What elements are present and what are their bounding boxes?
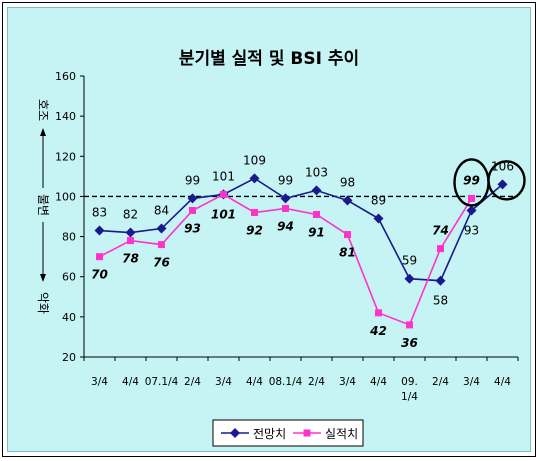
- chart-frame: 분기별 실적 및 BSI 추이 20 40 60 80 100 120 140 160 3/4 4…: [2, 2, 536, 457]
- highlight-circle: [487, 160, 526, 201]
- actual-label: 42: [369, 324, 387, 338]
- forecast-label: 59: [402, 254, 417, 268]
- forecast-point: [466, 205, 477, 216]
- actual-label: 81: [339, 246, 356, 260]
- y-tick-label: 140: [55, 110, 76, 123]
- arrow-up-icon: [40, 128, 46, 136]
- forecast-point: [342, 195, 353, 206]
- x-tick-label: 4/4: [494, 376, 511, 388]
- forecast-label: 106: [491, 159, 514, 173]
- x-tick-label: 3/4: [463, 376, 480, 388]
- line-chart: 20 40 60 80 100 120 140 160 3/4 4/4 07.1/4 2/4 3/4 4/…: [36, 70, 526, 447]
- forecast-label: 98: [340, 175, 355, 189]
- actual-label: 92: [246, 223, 263, 237]
- actual-point: [96, 253, 103, 261]
- actual-label: 78: [122, 252, 139, 266]
- legend-actual-marker: [303, 429, 311, 437]
- x-tick-label: 2/4: [184, 376, 201, 388]
- x-tick-label: 3/4: [91, 376, 108, 388]
- actual-label: 36: [401, 336, 418, 350]
- actual-label: 101: [211, 207, 236, 221]
- x-tick-label: 07.1/4: [145, 376, 179, 388]
- forecast-point: [187, 193, 198, 204]
- actual-point: [158, 241, 165, 249]
- y-tick-label: 100: [55, 190, 76, 203]
- forecast-label: 99: [278, 173, 293, 187]
- y-tick-label: 40: [62, 311, 76, 324]
- actual-point: [127, 237, 134, 245]
- y-tick-label: 80: [62, 231, 76, 244]
- x-tick-label: 1/4: [401, 391, 418, 403]
- actual-point: [437, 245, 444, 253]
- y-tick-label: 20: [62, 351, 76, 364]
- chart-panel: 분기별 실적 및 BSI 추이 20 40 60 80 100 120 140 160 3/4 4…: [7, 7, 531, 452]
- arrow-down-icon: [40, 274, 46, 282]
- x-tick-label: 08.1/4: [269, 376, 303, 388]
- forecast-label: 99: [185, 173, 200, 187]
- y-tick-label: 160: [55, 70, 76, 83]
- actual-label: 91: [308, 225, 325, 239]
- annotation-bad: 악화: [36, 292, 50, 314]
- actual-label: 93: [184, 221, 201, 235]
- forecast-point: [497, 179, 508, 190]
- forecast-point: [373, 213, 384, 224]
- legend-actual-label: 실적치: [325, 427, 358, 441]
- actual-point: [344, 231, 351, 239]
- x-tick-label: 4/4: [246, 376, 263, 388]
- forecast-point: [404, 273, 415, 284]
- actual-label: 94: [277, 219, 294, 233]
- forecast-point: [249, 173, 260, 184]
- x-tick-label: 3/4: [339, 376, 356, 388]
- actual-point: [220, 190, 227, 198]
- forecast-point: [94, 225, 105, 236]
- forecast-label: 93: [464, 223, 479, 237]
- actual-point: [189, 206, 196, 214]
- series-line-forecast: [99, 177, 504, 282]
- forecast-point: [280, 193, 291, 204]
- x-tick-label: 4/4: [370, 376, 387, 388]
- actual-point: [375, 309, 382, 317]
- legend-forecast-label: 전망치: [253, 427, 286, 441]
- actual-label: 74: [432, 224, 449, 238]
- forecast-label: 101: [212, 169, 235, 183]
- y-tick-label: 120: [55, 150, 76, 163]
- actual-label: 99: [463, 173, 480, 187]
- annotation-good: 호조: [36, 99, 50, 121]
- forecast-label: 58: [433, 294, 448, 308]
- forecast-point: [311, 185, 322, 196]
- x-tick-label: 3/4: [215, 376, 232, 388]
- x-tick-label: 2/4: [308, 376, 325, 388]
- actual-point: [468, 194, 475, 202]
- actual-point: [282, 204, 289, 212]
- actual-point: [406, 321, 413, 329]
- forecast-label: 89: [371, 194, 386, 208]
- chart-title: 분기별 실적 및 BSI 추이: [178, 49, 360, 69]
- forecast-label: 84: [154, 204, 169, 218]
- x-tick-label: 09.: [401, 376, 418, 388]
- legend-forecast-marker: [230, 428, 240, 438]
- forecast-label: 103: [305, 165, 328, 179]
- y-tick-label: 60: [62, 271, 76, 284]
- x-tick-label: 2/4: [432, 376, 449, 388]
- forecast-point: [156, 223, 167, 234]
- x-tick-label: 4/4: [122, 376, 139, 388]
- forecast-label: 83: [92, 206, 107, 220]
- forecast-label: 109: [243, 153, 266, 167]
- actual-point: [251, 208, 258, 216]
- actual-label: 76: [153, 256, 170, 270]
- actual-label: 70: [91, 268, 108, 282]
- forecast-label: 82: [123, 208, 138, 222]
- actual-point: [313, 210, 320, 218]
- forecast-point: [435, 275, 446, 286]
- forecast-point: [125, 227, 136, 238]
- annotation-unchanged: 불변: [36, 194, 50, 216]
